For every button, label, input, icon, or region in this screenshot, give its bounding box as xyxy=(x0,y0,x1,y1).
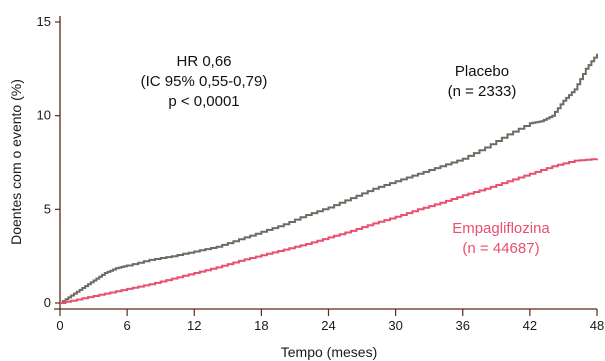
x-tick-label: 36 xyxy=(456,318,470,333)
x-tick-label: 0 xyxy=(56,318,63,333)
empagliflozina-label: Empagliflozina (n = 44687) xyxy=(452,220,550,257)
empagliflozina-label-name: Empagliflozina xyxy=(452,220,550,237)
x-tick-label: 12 xyxy=(187,318,201,333)
chart-series-layer xyxy=(60,53,598,304)
x-tick-label: 18 xyxy=(254,318,268,333)
chart-axes: 0 5 10 15 0 6 12 18 24 30 36 42 48 xyxy=(37,14,605,333)
x-axis-label: Tempo (meses) xyxy=(281,344,377,360)
y-tick-label: 5 xyxy=(44,201,51,216)
x-tick-label: 42 xyxy=(523,318,537,333)
stats-p: p < 0,0001 xyxy=(168,93,239,110)
series-line-placebo xyxy=(60,53,598,304)
x-tick-label: 24 xyxy=(321,318,335,333)
y-tick-label: 10 xyxy=(37,108,51,123)
stats-annotation: HR 0,66 (IC 95% 0,55-0,79) p < 0,0001 xyxy=(141,53,268,110)
series-line-empagliflozina xyxy=(60,158,598,304)
placebo-label: Placebo (n = 2333) xyxy=(448,63,517,100)
x-tick-label: 48 xyxy=(590,318,604,333)
placebo-label-name: Placebo xyxy=(455,63,509,80)
y-tick-label: 15 xyxy=(37,14,51,29)
empagliflozina-label-n: (n = 44687) xyxy=(462,240,539,257)
y-axis-label: Doentes com o evento (%) xyxy=(8,79,24,245)
y-tick-label: 0 xyxy=(44,295,51,310)
stats-ci: (IC 95% 0,55-0,79) xyxy=(141,73,268,90)
stats-hr: HR 0,66 xyxy=(176,53,231,70)
placebo-label-n: (n = 2333) xyxy=(448,83,517,100)
x-tick-label: 30 xyxy=(388,318,402,333)
x-tick-label: 6 xyxy=(124,318,131,333)
